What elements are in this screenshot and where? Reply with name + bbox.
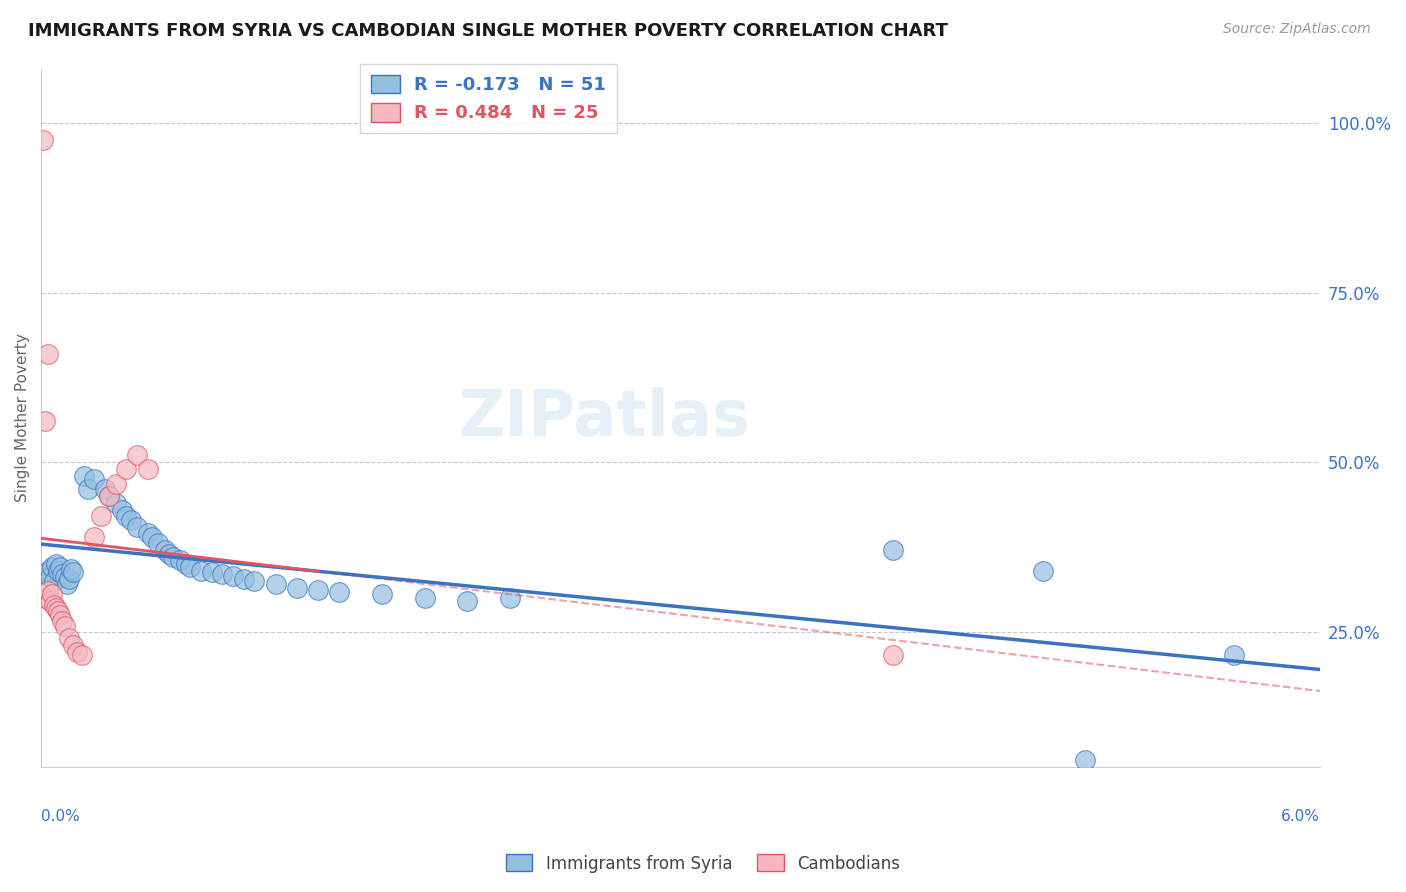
Point <box>73 468 96 483</box>
Point <box>211 566 233 581</box>
Point <box>58 572 80 586</box>
Point <box>141 530 163 544</box>
Point <box>120 513 142 527</box>
Point <box>62 565 84 579</box>
Point <box>51 566 73 581</box>
Legend: R = -0.173   N = 51, R = 0.484   N = 25: R = -0.173 N = 51, R = 0.484 N = 25 <box>360 64 617 133</box>
Point <box>328 585 350 599</box>
Point <box>125 519 148 533</box>
Point <box>83 530 105 544</box>
Point <box>34 566 56 581</box>
Point <box>200 565 222 579</box>
Point <box>104 496 127 510</box>
Point <box>94 482 117 496</box>
Text: Source: ZipAtlas.com: Source: ZipAtlas.com <box>1223 22 1371 37</box>
Text: 0.0%: 0.0% <box>41 809 80 824</box>
Point <box>136 526 159 541</box>
Point <box>53 619 76 633</box>
Point <box>55 577 77 591</box>
Point <box>34 591 56 605</box>
Point <box>98 489 121 503</box>
Point <box>179 560 201 574</box>
Point <box>222 569 245 583</box>
Point <box>1032 564 1054 578</box>
Point <box>49 560 72 574</box>
Point <box>115 509 138 524</box>
Point <box>53 570 76 584</box>
Point <box>38 570 60 584</box>
Point <box>882 648 904 663</box>
Point <box>882 543 904 558</box>
Point <box>174 557 197 571</box>
Point <box>162 549 184 564</box>
Point <box>59 562 82 576</box>
Point <box>42 574 65 588</box>
Point <box>38 594 60 608</box>
Point <box>169 553 191 567</box>
Point <box>58 632 80 646</box>
Point <box>232 572 254 586</box>
Point <box>41 587 63 601</box>
Text: ZIPatlas: ZIPatlas <box>458 387 749 449</box>
Point <box>285 581 308 595</box>
Point <box>264 577 287 591</box>
Point <box>34 414 56 428</box>
Point <box>136 462 159 476</box>
Point <box>51 615 73 629</box>
Point <box>148 536 170 550</box>
Point <box>125 448 148 462</box>
Point <box>37 564 59 578</box>
Text: 6.0%: 6.0% <box>1281 809 1320 824</box>
Point <box>66 645 89 659</box>
Point <box>104 476 127 491</box>
Text: IMMIGRANTS FROM SYRIA VS CAMBODIAN SINGLE MOTHER POVERTY CORRELATION CHART: IMMIGRANTS FROM SYRIA VS CAMBODIAN SINGL… <box>28 22 948 40</box>
Point <box>1223 648 1246 663</box>
Point <box>45 557 67 571</box>
Point <box>90 509 112 524</box>
Point <box>32 133 55 147</box>
Point <box>456 594 478 608</box>
Point <box>37 583 59 598</box>
Point <box>243 574 266 588</box>
Point <box>42 598 65 612</box>
Point <box>111 502 134 516</box>
Point <box>49 607 72 622</box>
Y-axis label: Single Mother Poverty: Single Mother Poverty <box>15 334 30 502</box>
Point <box>413 591 436 605</box>
Point <box>83 472 105 486</box>
Point <box>46 604 69 618</box>
Point <box>70 648 93 663</box>
Point <box>1074 754 1097 768</box>
Point <box>41 560 63 574</box>
Point <box>371 587 394 601</box>
Point <box>307 582 329 597</box>
Point <box>499 591 522 605</box>
Legend: Immigrants from Syria, Cambodians: Immigrants from Syria, Cambodians <box>499 847 907 880</box>
Point <box>153 543 176 558</box>
Point <box>45 601 67 615</box>
Point <box>115 462 138 476</box>
Point <box>157 547 180 561</box>
Point <box>190 564 212 578</box>
Point <box>98 489 121 503</box>
Point <box>77 482 100 496</box>
Point <box>62 638 84 652</box>
Point <box>37 346 59 360</box>
Point <box>46 564 69 578</box>
